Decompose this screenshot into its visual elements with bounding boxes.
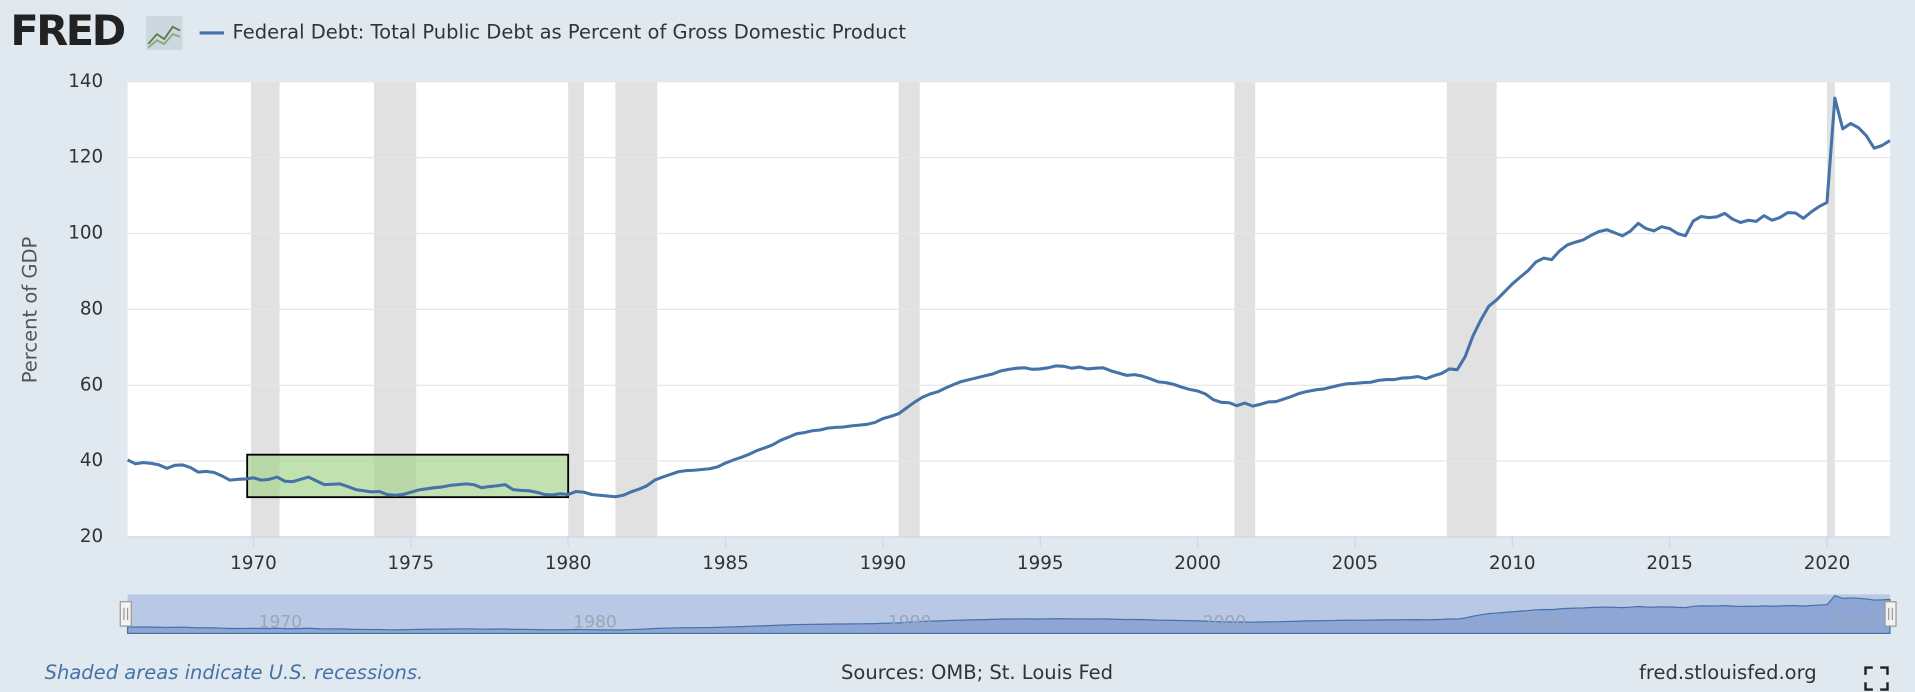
navigator-tick-label: 2010 xyxy=(1517,612,1560,632)
x-tick-label: 1970 xyxy=(230,553,277,574)
navigator-tick-label: 2020 xyxy=(1832,612,1875,632)
x-tick-label: 2020 xyxy=(1804,553,1851,574)
recession-note: Shaded areas indicate U.S. recessions. xyxy=(45,661,424,684)
x-tick-label: 1980 xyxy=(545,553,592,574)
legend-label: Federal Debt: Total Public Debt as Perce… xyxy=(233,20,907,43)
logo-icon xyxy=(145,15,183,51)
fullscreen-button[interactable] xyxy=(1864,666,1889,691)
navigator-area xyxy=(126,595,1891,635)
logo: FRED xyxy=(10,6,124,55)
y-tick-label: 60 xyxy=(80,374,103,395)
navigator-tick-label: 1970 xyxy=(259,612,302,632)
x-tick-label: 2015 xyxy=(1646,553,1693,574)
x-tick-label: 1995 xyxy=(1017,553,1064,574)
x-tick-label: 1975 xyxy=(388,553,435,574)
y-tick-label: 40 xyxy=(80,450,103,471)
navigator-tick-label: 2000 xyxy=(1203,612,1246,632)
navigator-handle[interactable] xyxy=(1884,601,1897,627)
x-tick-label: 2000 xyxy=(1174,553,1221,574)
x-tick-label: 1990 xyxy=(860,553,907,574)
source: Sources: OMB; St. Louis Fed xyxy=(841,661,1113,684)
y-axis-title: Percent of GDP xyxy=(19,236,42,383)
x-tick-label: 1985 xyxy=(702,553,749,574)
y-tick-label: 140 xyxy=(68,71,103,92)
y-tick-label: 80 xyxy=(80,298,103,319)
y-tick-label: 120 xyxy=(68,147,103,168)
navigator-handle[interactable] xyxy=(119,601,132,627)
series-line xyxy=(126,96,1891,499)
handle-body xyxy=(1884,601,1897,627)
y-tick-label: 20 xyxy=(80,526,103,547)
navigator-tick-label: 1990 xyxy=(888,612,931,632)
handle-body xyxy=(119,601,132,627)
x-tick-label: 2005 xyxy=(1332,553,1379,574)
site-link[interactable]: fred.stlouisfed.org xyxy=(1639,661,1817,684)
navigator-tick-label: 1980 xyxy=(573,612,616,632)
x-tick-label: 2010 xyxy=(1489,553,1536,574)
y-tick-label: 100 xyxy=(68,223,103,244)
